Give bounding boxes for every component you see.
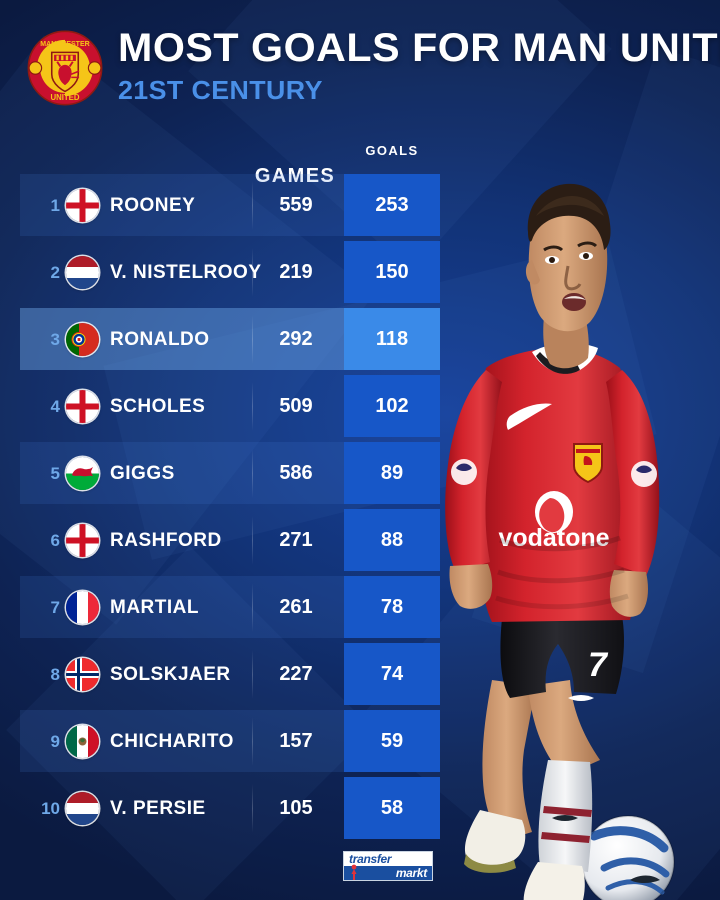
table-row: 1 ROONEY 559 253 bbox=[0, 172, 448, 239]
player-name: CHICHARITO bbox=[110, 730, 234, 752]
goals-cell: 89 bbox=[344, 442, 440, 504]
player-name: RONALDO bbox=[110, 328, 210, 350]
games-value: 271 bbox=[279, 529, 313, 551]
goals-cell: 74 bbox=[344, 643, 440, 705]
goals-cell: 88 bbox=[344, 509, 440, 571]
column-divider bbox=[252, 181, 253, 230]
flag-england-icon bbox=[66, 524, 99, 557]
flag-portugal-icon bbox=[66, 323, 99, 356]
goals-cell: 253 bbox=[344, 174, 440, 236]
rankings-table: 1 ROONEY 559 253 2 V. NISTELROOY 219 150… bbox=[0, 172, 448, 842]
transfermarkt-logo-bottom-text: markt bbox=[395, 866, 427, 880]
flag-netherlands-icon bbox=[66, 256, 99, 289]
rank-number: 2 bbox=[50, 262, 60, 282]
flag-wales-icon bbox=[66, 457, 99, 490]
table-row: 4 SCHOLES 509 102 bbox=[0, 373, 448, 440]
table-row: 6 RASHFORD 271 88 bbox=[0, 507, 448, 574]
svg-text:vodatone: vodatone bbox=[498, 524, 609, 552]
goals-value: 253 bbox=[375, 193, 409, 216]
games-value: 586 bbox=[279, 462, 313, 484]
player-name: RASHFORD bbox=[110, 529, 222, 551]
transfermarkt-logo: transfer markt bbox=[343, 851, 433, 881]
transfermarkt-logo-bottom: markt bbox=[344, 864, 432, 880]
goals-value: 74 bbox=[380, 662, 404, 685]
column-divider bbox=[252, 516, 253, 565]
column-headers: GAMES GOALS bbox=[0, 143, 440, 187]
player-name: MARTIAL bbox=[110, 596, 199, 618]
goals-value: 118 bbox=[375, 327, 409, 350]
rank-number: 7 bbox=[50, 597, 60, 617]
page-subtitle: 21ST CENTURY bbox=[118, 75, 323, 105]
svg-text:MANCHESTER: MANCHESTER bbox=[40, 41, 89, 48]
column-divider bbox=[252, 717, 253, 766]
games-value: 157 bbox=[279, 730, 313, 752]
rank-number: 5 bbox=[50, 463, 60, 483]
table-row: 7 MARTIAL 261 78 bbox=[0, 574, 448, 641]
table-row: 10 V. PERSIE 105 58 bbox=[0, 775, 448, 842]
goals-value: 59 bbox=[380, 729, 404, 752]
table-row: 9 CHICHARITO 157 59 bbox=[0, 708, 448, 775]
column-header-goals: GOALS bbox=[365, 143, 419, 158]
column-divider bbox=[252, 382, 253, 431]
goals-value: 102 bbox=[375, 394, 409, 417]
goals-value: 150 bbox=[375, 260, 409, 283]
player-name: ROONEY bbox=[110, 194, 196, 216]
flag-netherlands-icon bbox=[66, 792, 99, 825]
goals-value: 58 bbox=[380, 796, 404, 819]
games-value: 261 bbox=[279, 596, 313, 618]
column-divider bbox=[252, 315, 253, 364]
games-value: 227 bbox=[279, 663, 313, 685]
rank-number: 8 bbox=[50, 664, 60, 684]
games-value: 559 bbox=[279, 194, 313, 216]
table-row: 3 RONALDO 292 118 bbox=[0, 306, 448, 373]
ronaldo-photo: 7 bbox=[440, 120, 720, 900]
goals-cell: 118 bbox=[344, 308, 440, 370]
goals-value: 78 bbox=[380, 595, 404, 618]
rank-number: 9 bbox=[50, 731, 60, 751]
goals-cell: 78 bbox=[344, 576, 440, 638]
column-divider bbox=[252, 784, 253, 833]
games-value: 292 bbox=[279, 328, 313, 350]
transfermarkt-figure-icon bbox=[351, 864, 357, 880]
header: MANCHESTER UNITED MOST GOALS FOR MAN UNI… bbox=[0, 0, 720, 130]
goals-cell: 150 bbox=[344, 241, 440, 303]
player-name: GIGGS bbox=[110, 462, 175, 484]
svg-text:7: 7 bbox=[588, 646, 609, 684]
flag-norway-icon bbox=[66, 658, 99, 691]
flag-mexico-icon bbox=[66, 725, 99, 758]
page-title: MOST GOALS FOR MAN UNITED bbox=[118, 26, 720, 70]
rank-number: 3 bbox=[50, 329, 60, 349]
goals-cell: 102 bbox=[344, 375, 440, 437]
goals-value: 88 bbox=[380, 528, 404, 551]
column-divider bbox=[252, 650, 253, 699]
goals-cell: 58 bbox=[344, 777, 440, 839]
column-header-games: GAMES bbox=[254, 165, 336, 187]
column-divider bbox=[252, 449, 253, 498]
games-value: 509 bbox=[279, 395, 313, 417]
rank-number: 4 bbox=[50, 396, 60, 416]
games-value: 219 bbox=[279, 261, 313, 283]
rank-number: 1 bbox=[50, 195, 60, 215]
rank-number: 10 bbox=[41, 798, 60, 818]
player-name: SCHOLES bbox=[110, 395, 206, 417]
goals-value: 89 bbox=[380, 461, 404, 484]
column-divider bbox=[252, 583, 253, 632]
manchester-united-crest-icon: MANCHESTER UNITED bbox=[26, 29, 104, 107]
column-divider bbox=[252, 248, 253, 297]
player-name: V. NISTELROOY bbox=[110, 261, 262, 283]
table-row: 2 V. NISTELROOY 219 150 bbox=[0, 239, 448, 306]
svg-text:UNITED: UNITED bbox=[50, 93, 79, 102]
rank-number: 6 bbox=[50, 530, 60, 550]
flag-france-icon bbox=[66, 591, 99, 624]
player-name: SOLSKJAER bbox=[110, 663, 231, 685]
table-row: 8 SOLSKJAER 227 74 bbox=[0, 641, 448, 708]
flag-england-icon bbox=[66, 390, 99, 423]
transfermarkt-logo-top: transfer bbox=[344, 852, 432, 866]
table-row: 5 GIGGS 586 89 bbox=[0, 440, 448, 507]
goals-cell: 59 bbox=[344, 710, 440, 772]
player-name: V. PERSIE bbox=[110, 797, 206, 819]
games-value: 105 bbox=[279, 797, 313, 819]
flag-england-icon bbox=[66, 189, 99, 222]
